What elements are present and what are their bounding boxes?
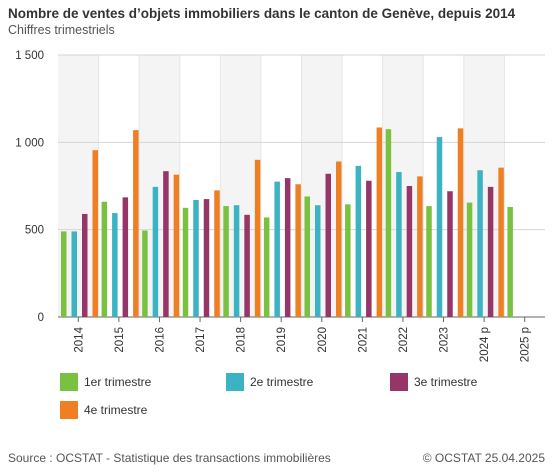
bar-1-2025-p <box>507 206 513 317</box>
bar-3-2021 <box>366 180 372 317</box>
bar-4-2021 <box>376 127 383 317</box>
bar-1-2018 <box>223 206 229 317</box>
bar-1-2020 <box>304 196 310 317</box>
bar-4-2015 <box>133 130 139 317</box>
legend-item: 4e trimestre <box>60 400 147 420</box>
legend-label: 3e trimestre <box>414 375 478 389</box>
legend-swatch <box>226 373 244 391</box>
bar-1-2024-p <box>466 202 473 317</box>
bar-3-2024-p <box>487 186 494 317</box>
bar-1-2021 <box>345 204 351 317</box>
bar-3-2019 <box>284 178 291 317</box>
bar-1-2017 <box>182 207 189 317</box>
bar-2-2017 <box>193 199 199 317</box>
bar-4-2018 <box>254 159 261 317</box>
bar-1-2015 <box>101 201 108 317</box>
bar-4-2022 <box>417 176 423 317</box>
chart-subtitle: Chiffres trimestriels <box>8 23 115 37</box>
legend-item: 3e trimestre <box>390 372 477 392</box>
bar-1-2016 <box>142 230 148 317</box>
x-tick-label: 2016 <box>154 327 166 353</box>
bar-2-2020 <box>315 205 321 317</box>
copyright-note: © OCSTAT 25.04.2025 <box>422 451 545 465</box>
legend-label: 4e trimestre <box>84 403 148 417</box>
source-note: Source : OCSTAT - Statistique des transa… <box>8 451 331 465</box>
bar-4-2014 <box>92 150 98 317</box>
x-tick-label: 2015 <box>114 327 126 353</box>
bar-3-2023 <box>447 191 453 317</box>
legend-swatch <box>60 373 78 391</box>
bar-2-2019 <box>274 181 280 317</box>
bar-1-2019 <box>263 217 270 317</box>
bar-2-2021 <box>355 165 362 317</box>
bar-2-2016 <box>152 186 159 317</box>
x-tick-label: 2018 <box>236 327 248 353</box>
y-tick-label: 500 <box>25 225 44 237</box>
bar-1-2023 <box>426 206 432 317</box>
bar-2-2014 <box>71 231 77 317</box>
bar-3-2015 <box>122 197 129 317</box>
bar-2-2022 <box>396 172 402 317</box>
x-tick-label: 2022 <box>398 327 410 353</box>
x-tick-label: 2019 <box>276 327 288 353</box>
x-tick-label: 2020 <box>317 327 329 353</box>
chart-legend: 1er trimestre 2e trimestre 3e trimestre 4e … <box>60 372 540 424</box>
bar-4-2017 <box>214 190 220 317</box>
bar-4-2019 <box>295 184 301 317</box>
y-tick-label: 1 000 <box>15 137 44 149</box>
legend-swatch <box>60 401 78 419</box>
y-tick-label: 0 <box>38 312 44 324</box>
bar-3-2016 <box>163 171 169 317</box>
bar-1-2014 <box>61 231 67 317</box>
bar-4-2016 <box>173 174 180 317</box>
chart-title: Nombre de ventes d’objets immobiliers da… <box>8 6 516 21</box>
legend-item: 1er trimestre <box>60 372 151 392</box>
bar-1-2022 <box>385 129 392 317</box>
bar-3-2018 <box>244 214 250 317</box>
legend-label: 2e trimestre <box>250 375 314 389</box>
x-tick-label: 2024 p <box>479 327 491 362</box>
legend-item: 2e trimestre <box>226 372 313 392</box>
x-tick-label: 2021 <box>357 327 369 353</box>
bar-3-2022 <box>406 186 413 317</box>
bar-4-2020 <box>336 161 342 317</box>
x-tick-label: 2025 p <box>520 327 532 362</box>
legend-label: 1er trimestre <box>84 375 152 389</box>
x-tick-label: 2014 <box>73 326 85 352</box>
bar-2-2018 <box>233 205 240 317</box>
bar-2-2023 <box>436 137 443 317</box>
x-tick-label: 2017 <box>195 327 207 353</box>
bar-3-2014 <box>82 213 88 317</box>
bar-3-2017 <box>203 199 210 317</box>
legend-swatch <box>390 373 408 391</box>
bar-4-2023 <box>457 128 464 317</box>
bar-2-2024-p <box>477 170 483 317</box>
bar-2-2015 <box>112 213 118 317</box>
y-tick-label: 1 500 <box>15 50 44 62</box>
x-tick-label: 2023 <box>439 327 451 353</box>
bar-4-2024-p <box>498 167 504 317</box>
bar-3-2020 <box>325 173 331 317</box>
